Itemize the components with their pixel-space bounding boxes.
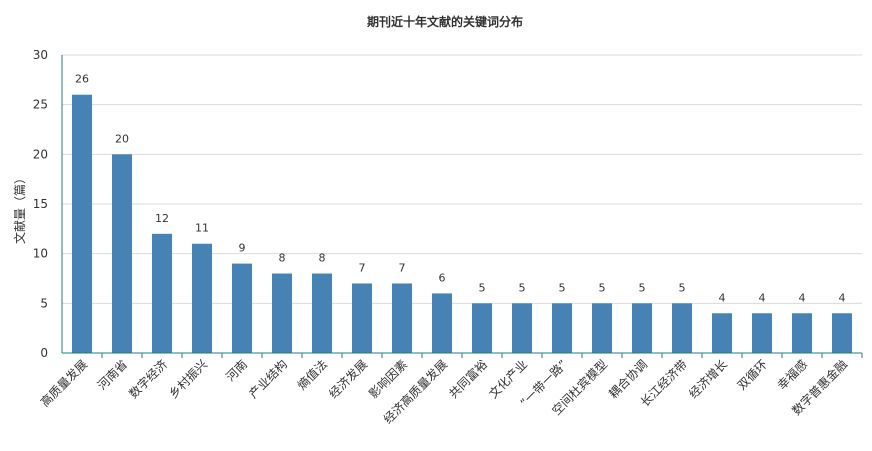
bar[interactable] (512, 303, 532, 353)
axes (61, 55, 863, 358)
data-label: 5 (479, 281, 486, 294)
y-tick-label: 30 (33, 48, 48, 62)
data-label: 9 (239, 242, 246, 255)
bar[interactable] (272, 273, 292, 353)
data-label: 4 (839, 291, 846, 304)
data-label: 11 (195, 222, 209, 235)
data-label: 4 (719, 291, 726, 304)
bar[interactable] (192, 243, 212, 353)
data-label: 4 (759, 291, 766, 304)
data-label: 26 (75, 73, 89, 86)
data-label: 7 (399, 261, 406, 274)
bar[interactable] (352, 283, 372, 353)
data-label: 6 (439, 271, 446, 284)
data-label: 5 (559, 281, 566, 294)
bar[interactable] (152, 233, 172, 353)
x-tick-label: 河南 (223, 357, 251, 385)
y-tick-label: 5 (40, 296, 48, 310)
bar[interactable] (72, 94, 92, 353)
bar[interactable] (792, 313, 812, 353)
y-tick-label: 0 (40, 346, 48, 360)
x-tick-label: 经济发展 (326, 357, 371, 402)
x-tick-label: 经济增长 (686, 357, 731, 402)
bar[interactable] (752, 313, 772, 353)
data-label: 8 (279, 252, 286, 265)
x-tick-label: 幸福感 (774, 357, 810, 393)
data-label: 4 (799, 291, 806, 304)
data-label: 5 (519, 281, 526, 294)
grid-lines (62, 54, 862, 304)
data-label: 7 (359, 261, 366, 274)
x-tick-label: 双循环 (735, 357, 770, 392)
y-tick-label: 10 (33, 247, 48, 261)
chart-title: 期刊近十年文献的关键词分布 (367, 14, 523, 29)
data-label: 5 (639, 281, 646, 294)
bar[interactable] (392, 283, 412, 353)
bar[interactable] (712, 313, 732, 353)
x-tick-label: 数字经济 (126, 357, 171, 402)
y-tick-label: 20 (33, 147, 48, 161)
bar[interactable] (472, 303, 492, 353)
y-tick-label: 25 (33, 98, 48, 112)
x-tick-label: 高质量发展 (37, 357, 90, 410)
bar[interactable] (112, 154, 132, 353)
bars (72, 94, 852, 353)
bar[interactable] (632, 303, 652, 353)
bar[interactable] (592, 303, 612, 353)
data-label: 5 (679, 281, 686, 294)
x-tick-label: 河南省 (94, 357, 130, 393)
data-label: 8 (319, 252, 326, 265)
x-tick-label: 产业结构 (246, 357, 291, 402)
bar[interactable] (552, 303, 572, 353)
bar[interactable] (312, 273, 332, 353)
y-tick-label: 15 (33, 197, 48, 211)
x-tick-label: 熵值法 (294, 357, 330, 393)
x-tick-label: 共同富裕 (446, 357, 491, 402)
bar[interactable] (432, 293, 452, 353)
y-axis-label: 文献量（篇） (12, 172, 27, 244)
bar[interactable] (832, 313, 852, 353)
data-label: 5 (599, 281, 606, 294)
x-tick-label: 乡村振兴 (166, 357, 210, 401)
bar[interactable] (232, 263, 252, 353)
data-label: 20 (115, 132, 129, 145)
bar[interactable] (672, 303, 692, 353)
data-label: 12 (155, 212, 169, 225)
